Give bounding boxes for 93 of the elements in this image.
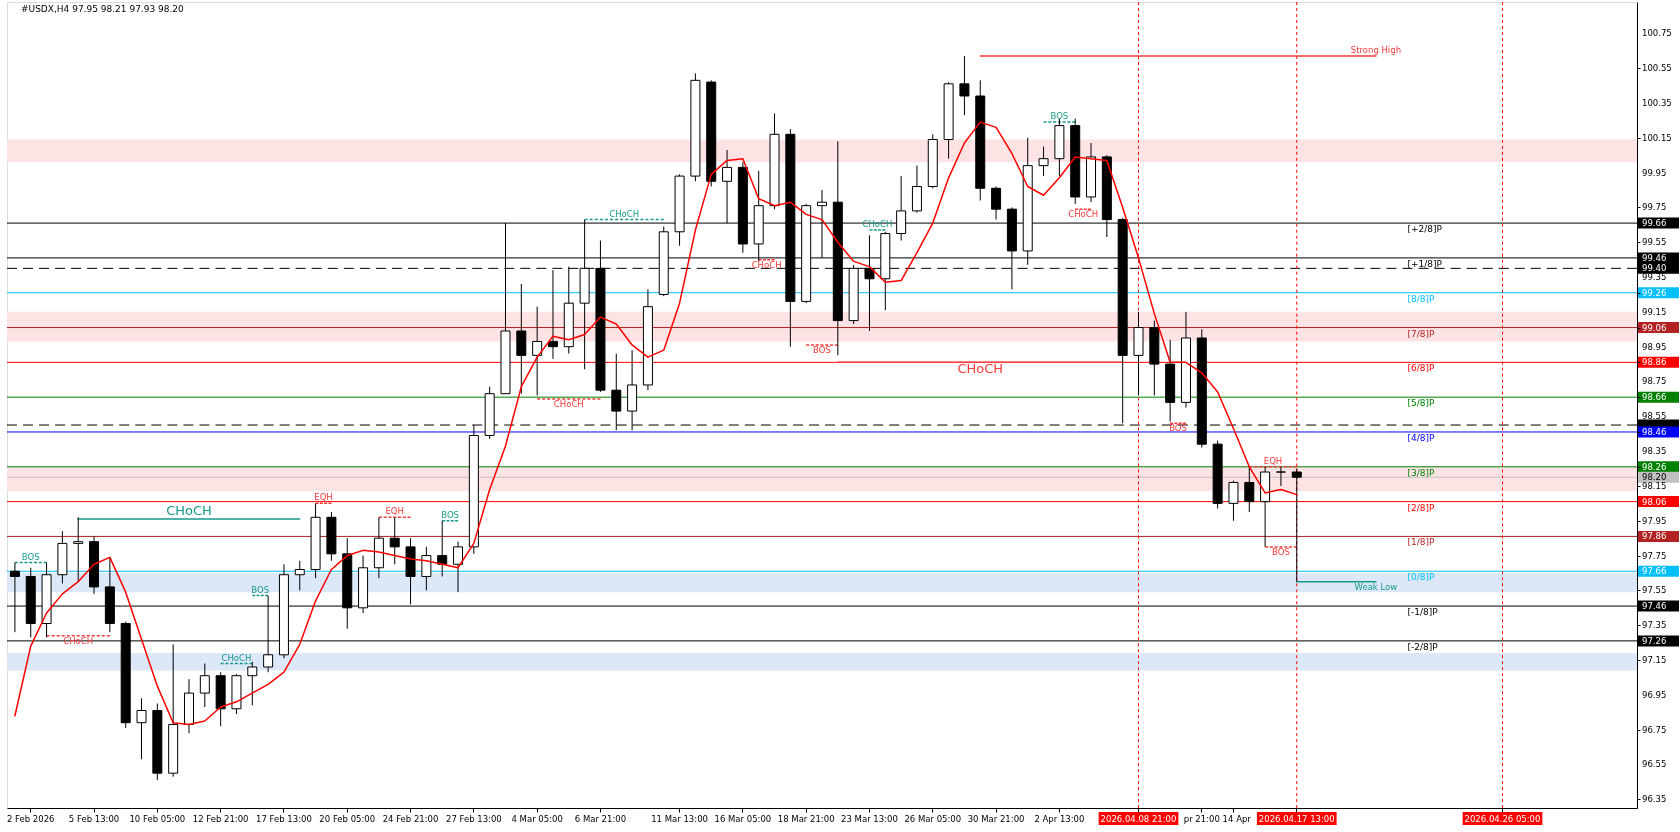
y-tick-label: 100.75 <box>1642 28 1672 39</box>
ref-line-label: [6/8]P <box>1407 363 1436 374</box>
ref-line-label: [2/8]P <box>1407 502 1436 513</box>
y-tick-label: 100.15 <box>1642 132 1672 143</box>
y-tick-label: 96.35 <box>1642 794 1667 805</box>
y-tick-label: 97.15 <box>1642 655 1667 666</box>
x-tick-label: 30 Mar 21:00 <box>967 813 1025 824</box>
y-tick-label: 100.35 <box>1642 97 1672 108</box>
y-tick-label: 99.66 <box>1642 218 1667 229</box>
x-tick-label: 17 Feb 13:00 <box>256 813 312 824</box>
ref-line-label: [5/8]P <box>1407 398 1436 409</box>
ref-line-label: [7/8]P <box>1407 328 1436 339</box>
y-tick-label: 99.46 <box>1642 252 1667 263</box>
y-tick-label: 98.15 <box>1642 480 1667 491</box>
series-label: Strong High <box>1350 44 1402 55</box>
ref-line-label: [3/8]P <box>1407 467 1436 478</box>
series-label: CHoCH <box>957 361 1004 377</box>
ref-line-label: [0/8]P <box>1407 572 1436 583</box>
series-label: EQH <box>314 492 333 503</box>
x-tick-label: 6 Mar 21:00 <box>574 813 627 824</box>
series-label: CHoCH <box>166 503 212 519</box>
x-tick-label: 18 Mar 21:00 <box>777 813 835 824</box>
y-tick-label: 99.75 <box>1642 202 1667 213</box>
x-tick-label: 2026.04.17 13:00 <box>1258 813 1335 824</box>
y-tick-label: 97.75 <box>1642 550 1667 561</box>
y-tick-label: 99.15 <box>1642 306 1667 317</box>
x-tick-label: 23 Mar 13:00 <box>841 813 898 824</box>
y-tick-label: 96.55 <box>1642 759 1667 770</box>
y-tick-label: 98.06 <box>1642 496 1667 507</box>
series-label: CHoCH <box>609 208 640 219</box>
series-label: EQH <box>385 506 404 517</box>
y-tick-label: 99.06 <box>1642 322 1667 333</box>
y-tick-label: 98.55 <box>1642 411 1667 422</box>
x-tick-label: 10 Feb 05:00 <box>129 813 186 824</box>
x-tick-label: 26 Mar 05:00 <box>904 813 962 824</box>
series-label: Weak Low <box>1354 581 1398 592</box>
y-tick-label: 96.95 <box>1642 689 1667 700</box>
y-tick-label: 99.26 <box>1642 287 1667 298</box>
x-tick-label: 5 Feb 13:00 <box>68 813 120 824</box>
y-tick-label: 98.66 <box>1642 392 1667 403</box>
y-tick-label: 98.95 <box>1642 341 1667 352</box>
y-tick-label: 98.46 <box>1642 426 1667 437</box>
y-tick-label: 97.66 <box>1642 566 1667 577</box>
series-label: BOS <box>1169 423 1187 434</box>
x-tick-label: 27 Feb 13:00 <box>445 813 502 824</box>
series-label: EQH <box>1263 455 1283 466</box>
y-tick-label: 97.35 <box>1642 620 1667 631</box>
x-tick-label: 11 Mar 13:00 <box>651 813 708 824</box>
y-tick-label: 99.95 <box>1642 167 1667 178</box>
x-tick-label: pr 21:00 <box>1183 813 1220 824</box>
y-tick-label: 96.75 <box>1642 724 1667 735</box>
x-tick-label: 2 Feb 2026 <box>6 813 55 824</box>
y-tick-label: 98.86 <box>1642 357 1667 368</box>
ref-line-label: [1/8]P <box>1407 537 1436 548</box>
x-tick-label: 2026.04.26 05:00 <box>1464 813 1541 824</box>
ref-line-label: [+2/8]P <box>1407 224 1443 235</box>
y-tick-label: 97.26 <box>1642 635 1667 646</box>
y-tick-label: 97.95 <box>1642 515 1667 526</box>
x-tick-label: 20 Feb 05:00 <box>319 813 376 824</box>
series-label: BOS <box>441 509 459 520</box>
y-tick-label: 98.75 <box>1642 376 1667 387</box>
x-tick-label: 14 Apr <box>1222 813 1252 824</box>
ref-line-label: [4/8]P <box>1407 432 1436 443</box>
series-label: BOS <box>813 344 831 355</box>
y-tick-label: 99.55 <box>1642 237 1667 248</box>
ref-line-label: [8/8]P <box>1407 293 1436 304</box>
series-label: BOS <box>1272 546 1290 557</box>
y-tick-label: 98.20 <box>1642 472 1667 483</box>
x-tick-label: 4 Mar 05:00 <box>511 813 563 824</box>
x-tick-label: 12 Feb 21:00 <box>192 813 249 824</box>
series-label: CHoCH <box>553 398 584 409</box>
y-tick-label: 100.55 <box>1642 63 1672 74</box>
chart-title: #USDX,H4 97.95 98.21 97.93 98.20 <box>21 4 185 14</box>
series-label: CHoCH <box>221 652 252 663</box>
y-tick-label: 97.46 <box>1642 601 1667 612</box>
series-label: CHoCH <box>1068 209 1099 220</box>
x-tick-label: 16 Mar 05:00 <box>714 813 772 824</box>
ref-line-label: [-1/8]P <box>1407 607 1439 618</box>
series-label: BOS <box>251 584 270 595</box>
y-tick-label: 97.55 <box>1642 585 1667 596</box>
series-label: BOS <box>21 551 40 562</box>
ref-line-label: [+1/8]P <box>1407 258 1443 269</box>
y-tick-label: 99.40 <box>1642 263 1667 274</box>
x-tick-label: 2 Apr 13:00 <box>1034 813 1085 824</box>
y-tick-label: 98.26 <box>1642 461 1667 472</box>
y-tick-label: 98.35 <box>1642 446 1667 457</box>
series-label: BOS <box>1050 111 1069 122</box>
y-tick-label: 99.35 <box>1642 272 1667 283</box>
x-tick-label: 24 Feb 21:00 <box>382 813 439 824</box>
ref-line-label: [-2/8]P <box>1407 641 1439 652</box>
x-tick-label: 2026.04.08 21:00 <box>1100 813 1177 824</box>
series-label: CHoCH <box>751 259 782 270</box>
y-tick-label: 97.86 <box>1642 531 1667 542</box>
